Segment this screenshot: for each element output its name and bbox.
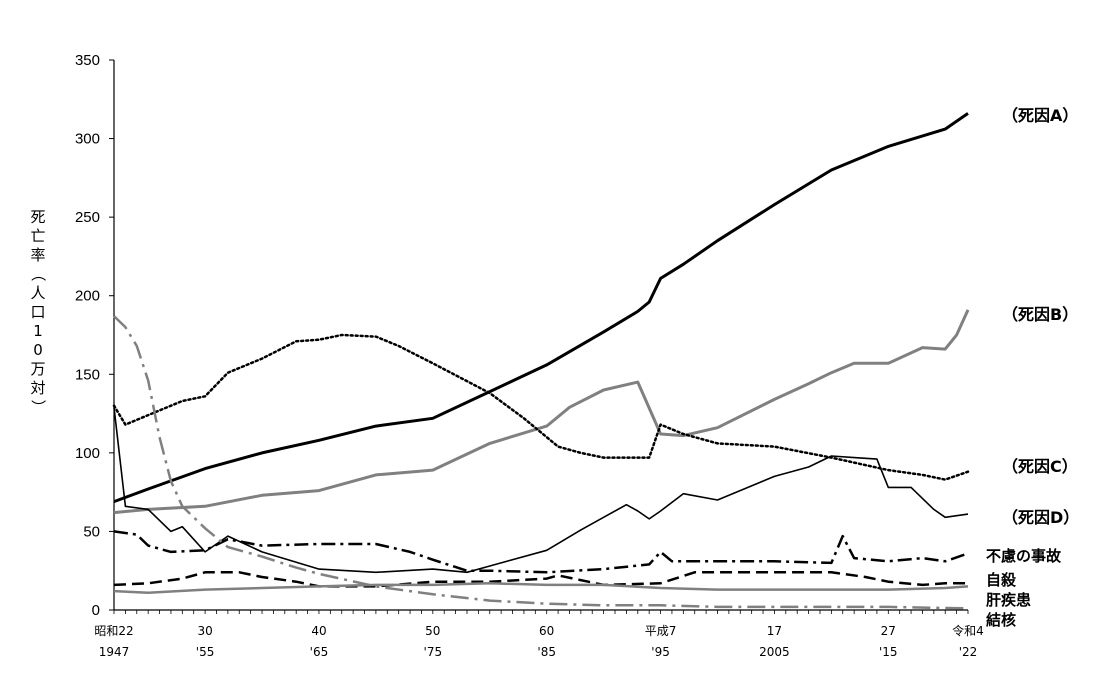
x-tick-sublabel: '22 [959,645,978,659]
x-tick-sublabel: '75 [424,645,443,659]
series-label-6: 自殺 [986,571,1017,589]
x-tick-sublabel: '65 [310,645,329,659]
x-tick-label: 30 [197,624,212,638]
x-tick-sublabel: 2005 [759,645,790,659]
series-label-8: 結核 [986,611,1016,629]
series-label-1: （死因A） [1002,106,1078,125]
series-lines [112,112,970,610]
y-axis-label-char: 0 [33,341,43,359]
y-axis-label-char: 口 [30,303,45,321]
x-tick-label: 60 [539,624,554,638]
series-label-4: （死因D） [1002,508,1079,527]
y-axis-label-char: 死 [30,208,45,226]
y-tick-label: 100 [75,445,100,462]
x-tick-sublabel: '15 [879,645,898,659]
x-tick-sublabel: 1947 [99,645,130,659]
y-axis-label-char: 率 [30,246,45,264]
series-line-7 [113,582,969,594]
x-tick-sublabel: '85 [537,645,556,659]
y-tick-label: 200 [75,288,100,305]
x-tick-label: 40 [311,624,326,638]
series-line-2 [113,309,970,515]
y-axis-label-char: 対 [30,379,45,397]
series-label-3: （死因C） [1002,457,1078,476]
x-tick-label: 17 [767,624,782,638]
y-tick-label: 350 [75,52,100,69]
y-tick-label: 300 [75,131,100,148]
y-axis-label-char: 万 [30,360,45,378]
x-ticks: 昭和22 1947 30 '55 40 '65 50 '75 60 '85 平成7 '95 17 2005… [94,610,984,659]
y-tick-label: 0 [92,602,100,619]
y-axis-label-char: 1 [33,322,43,340]
y-tick-label: 50 [83,523,100,540]
series-label-5: 不慮の事故 [986,547,1062,565]
series-label-2: （死因B） [1002,305,1078,324]
axes [113,60,968,611]
series-line-5 [113,530,969,574]
x-tick-sublabel: '95 [651,645,670,659]
x-tick-sublabel: '55 [196,645,215,659]
x-tick-label: 令和4 [952,623,984,638]
x-tick-label: 27 [881,624,896,638]
series-line-1 [113,112,969,504]
y-axis-label-char: ） [29,399,47,414]
y-axis-label-char: 亡 [30,227,45,245]
x-tick-label: 昭和22 [94,624,133,638]
y-axis-label-char: 人 [30,284,45,302]
y-axis-label-char: （ [29,266,47,281]
x-tick-label: 50 [425,624,440,638]
x-tick-label: 平成7 [645,624,677,638]
series-line-3 [112,333,970,481]
series-label-7: 肝疾患 [986,591,1031,609]
y-tick-label: 150 [75,366,100,383]
y-ticks: 0 50 100 150 200 250 300 350 [75,52,114,619]
series-line-8 [113,315,969,610]
series-line-6 [113,571,968,588]
y-tick-label: 250 [75,209,100,226]
